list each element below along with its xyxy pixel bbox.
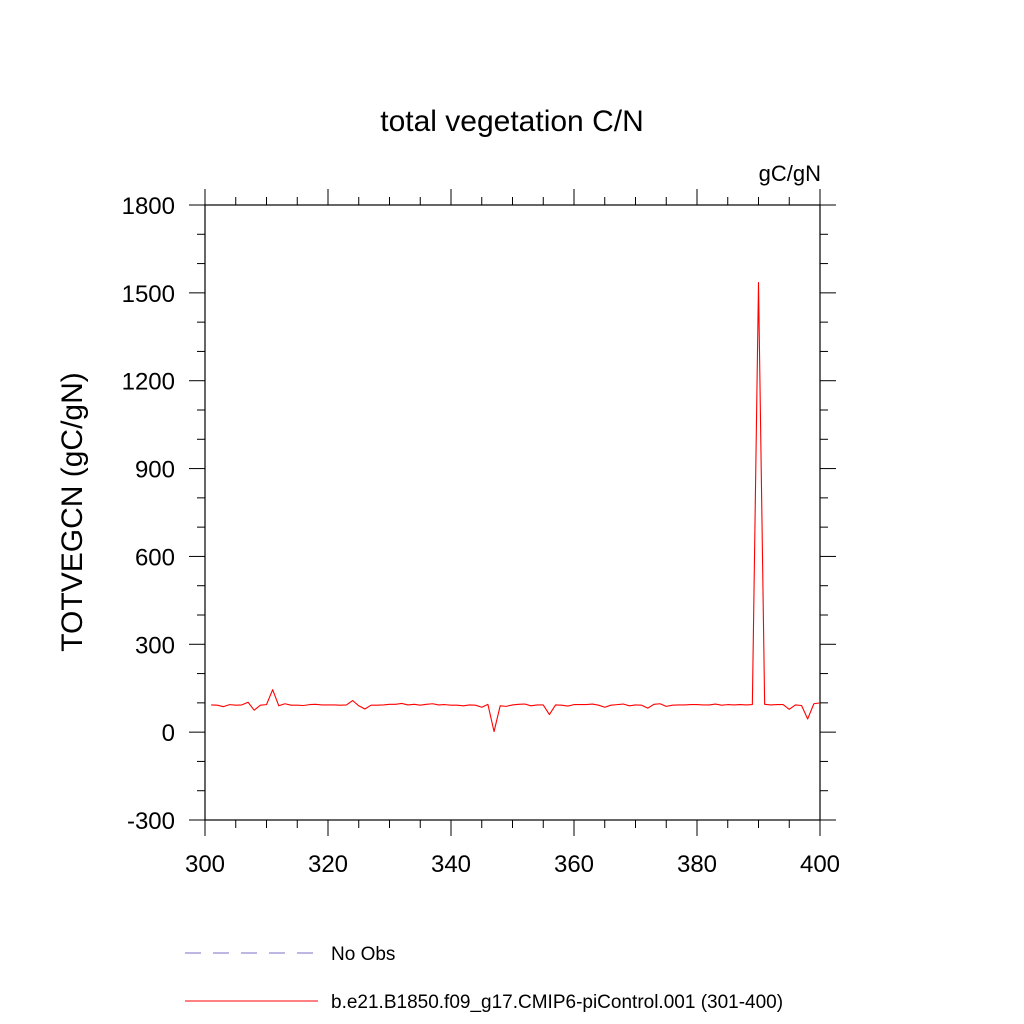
y-tick-label: 0 (162, 720, 175, 747)
y-tick-label: -300 (127, 808, 175, 835)
y-tick-label: 1500 (122, 281, 175, 308)
legend-label-model-run: b.e21.B1850.f09_g17.CMIP6-piControl.001 … (331, 992, 783, 1013)
y-axis-label: TOTVEGCN (gC/gN) (56, 372, 89, 651)
plot-frame (204, 204, 821, 821)
tick-labels-layer: 300 320 340 360 380 400 -300 0 300 600 900 1200 1500… (122, 193, 840, 878)
ticks-layer (189, 189, 836, 836)
y-tick-label: 1800 (122, 193, 175, 220)
y-tick-label: 900 (135, 457, 175, 484)
x-tick-label: 300 (185, 851, 225, 878)
y-tick-label: 600 (135, 544, 175, 571)
x-tick-label: 400 (800, 851, 840, 878)
chart-title: total vegetation C/N (380, 105, 643, 138)
y-tick-label: 300 (135, 632, 175, 659)
series-line (211, 282, 821, 733)
legend-label-no-obs: No Obs (331, 944, 395, 965)
x-tick-label: 320 (308, 851, 348, 878)
x-tick-label: 340 (431, 851, 471, 878)
series-layer (211, 282, 821, 733)
x-tick-label: 380 (677, 851, 717, 878)
x-tick-label: 360 (554, 851, 594, 878)
units-label: gC/gN (759, 161, 821, 186)
y-tick-label: 1200 (122, 369, 175, 396)
legend: No Obs b.e21.B1850.f09_g17.CMIP6-piContr… (185, 944, 783, 1013)
